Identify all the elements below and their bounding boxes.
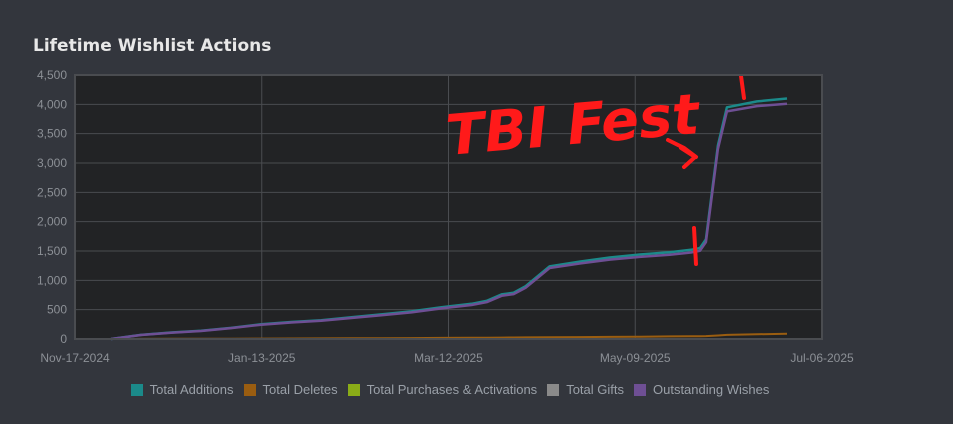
plot-border: [74, 74, 823, 340]
series-line-outstanding-wishes: [110, 102, 788, 341]
legend-swatch: [130, 383, 143, 396]
legend-swatch: [547, 383, 560, 396]
annotation-end-mark: [739, 74, 746, 100]
y-tick-label: 4,000: [37, 97, 67, 111]
chart-title: Lifetime Wishlist Actions: [33, 36, 272, 56]
legend-item-outstanding-wishes[interactable]: Outstanding Wishes: [633, 382, 770, 397]
y-tick-label: 3,500: [37, 127, 67, 141]
annotation-start-mark: [692, 226, 698, 266]
legend-swatch: [347, 383, 360, 396]
y-tick-label: 500: [47, 303, 67, 317]
legend-swatch: [243, 383, 256, 396]
legend-swatch: [633, 383, 646, 396]
legend-label: Total Purchases & Activations: [366, 382, 538, 397]
y-tick-label: 2,500: [37, 185, 67, 199]
y-tick-label: 1,000: [37, 273, 67, 287]
x-tick-label: Nov-17-2024: [40, 351, 110, 365]
legend-label: Total Additions: [149, 382, 234, 397]
legend-label: Total Gifts: [566, 382, 624, 397]
legend-item-total-deletes[interactable]: Total Deletes: [243, 382, 338, 397]
y-tick-label: 4,500: [37, 68, 67, 82]
y-tick-label: 3,000: [37, 156, 67, 170]
y-tick-label: 2,000: [37, 215, 67, 229]
x-tick-label: May-09-2025: [600, 351, 671, 365]
y-tick-label: 1,500: [37, 244, 67, 258]
legend-item-total-purchases-activations[interactable]: Total Purchases & Activations: [347, 382, 538, 397]
x-tick-label: Jan-13-2025: [228, 351, 296, 365]
legend-label: Outstanding Wishes: [652, 382, 770, 397]
legend-item-total-gifts[interactable]: Total Gifts: [547, 382, 624, 397]
annotation-arrow: [666, 138, 699, 169]
y-tick-label: 0: [60, 332, 67, 346]
legend-item-total-additions[interactable]: Total Additions: [130, 382, 234, 397]
x-tick-label: Jul-06-2025: [790, 351, 854, 365]
x-axis-tick-labels: Nov-17-2024 Jan-13-2025 Mar-12-2025 May-09-…: [40, 351, 854, 365]
chart-legend: Total Additions Total Deletes Total Purcha…: [0, 382, 900, 397]
legend-label: Total Deletes: [262, 382, 338, 397]
x-tick-label: Mar-12-2025: [414, 351, 483, 365]
y-axis-tick-labels: 0 500 1,000 1,500 2,000 2,500 3,000 3,500 4,000 4…: [37, 68, 67, 346]
